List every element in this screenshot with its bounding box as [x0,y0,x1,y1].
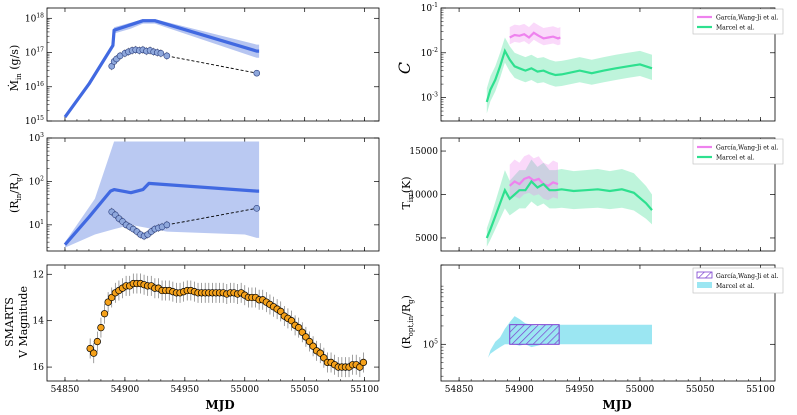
legend-patch-marcel [697,282,712,288]
x-tick-label: 54850 [445,385,474,395]
ylabel-rin: (Rin/Rg) [8,173,23,213]
y-tick-label: 5000 [415,234,438,244]
y-tick-label: 10000 [409,191,438,201]
panel-vmag: 54850 54900 54950 55000 55050 55100 12 14 16 [33,264,380,395]
y-tick-label: 15000 [409,147,438,157]
legend-ropt: García,Wang-Ji et al. Marcel et al. [692,267,784,294]
x-tick-label: 54950 [565,385,594,395]
x-tick-label: 54900 [111,385,140,395]
legend-label-marcel: Marcel et al. [716,283,755,290]
x-axis-label-left: MJD [205,398,234,412]
ylabel-ropt: (Ropt,in/Rg) [400,295,415,349]
x-tick-label: 55000 [626,385,655,395]
x-axis-label-right: MJD [602,398,631,412]
plot-rin [63,141,261,248]
model-line [63,19,260,119]
y-tick-label: 12 [33,270,44,280]
ylabel-vmag: V Magnitude [17,286,30,359]
y-tick-label: 14 [33,317,45,327]
y-tick-label: 16 [33,363,45,373]
garcia-line [509,31,561,40]
y-tick-label: 1016 [25,81,44,93]
ylabel-tirr: Tirr(K) [400,176,415,209]
legend-C: García,Wang-Ji et al. Marcel et al. [692,8,784,35]
y-tick-label: 10-2 [421,47,438,59]
model-band [65,141,260,248]
x-tick-label: 54950 [171,385,200,395]
legend-tirr: García,Wang-Ji et al. Marcel et al. [692,138,784,165]
legend-label-marcel: Marcel et al. [716,155,755,162]
observed-point [163,221,171,229]
vmag-point [93,337,101,346]
legend-box [692,8,784,35]
legend-box [692,138,784,165]
ylabel-smarts: SMARTS [3,297,16,347]
observed-point [253,69,261,77]
garcia-band [509,154,558,201]
plot-C [485,22,653,114]
observed-point [157,49,165,57]
marcel-line [485,48,653,103]
marcel-band [486,159,652,247]
marcel-line [485,179,653,239]
x-tick-label: 55050 [290,385,319,395]
legend-label-garcia: García,Wang-Ji et al. [716,15,779,22]
x-tick-label: 54900 [505,385,534,395]
observed-trend-line [166,207,257,226]
model-band [114,19,260,58]
legend-patch-garcia [696,271,713,279]
y-tick-label: 1017 [25,47,44,59]
plot-Ropt [488,316,652,358]
y-tick-label: 1015 [25,115,44,127]
ylabel-C: C [395,62,414,74]
y-tick-label: 102 [29,175,44,187]
y-tick-label: 10-3 [421,92,438,104]
y-tick-label: 103 [29,132,44,144]
panel-mdot: 1015 1016 1017 1018 [25,7,380,127]
y-tick-label: 1018 [25,12,44,24]
legend-label-marcel: Marcel et al. [716,25,755,32]
model-line [63,181,260,246]
legend-label-garcia: García,Wang-Ji et al. [716,273,779,280]
x-tick-label: 55100 [746,385,775,395]
legend-label-garcia: García,Wang-Ji et al. [716,145,779,152]
garcia-region [509,324,560,345]
vmag-point [100,310,109,318]
x-tick-label: 55050 [686,385,715,395]
y-tick-label: 105 [423,338,438,350]
garcia-line [508,175,559,188]
plot-Tirr [485,154,653,247]
vmag-point [90,349,98,357]
y-tick-label: 10-1 [421,2,438,14]
plot-vmag [86,273,368,378]
x-tick-label: 55000 [230,385,259,395]
y-tick-label: 101 [29,219,44,231]
observed-trend-line [166,55,257,74]
observed-point [163,52,171,60]
marcel-band [486,37,652,114]
x-tick-label: 55100 [350,385,379,395]
plot-mdot [63,19,261,119]
observed-point [253,205,261,212]
vmag-point [359,358,368,367]
vmag-point [97,323,105,332]
ylabel-mdot: Ṁin (g/s) [7,45,23,92]
x-tick-label: 54850 [51,385,80,395]
